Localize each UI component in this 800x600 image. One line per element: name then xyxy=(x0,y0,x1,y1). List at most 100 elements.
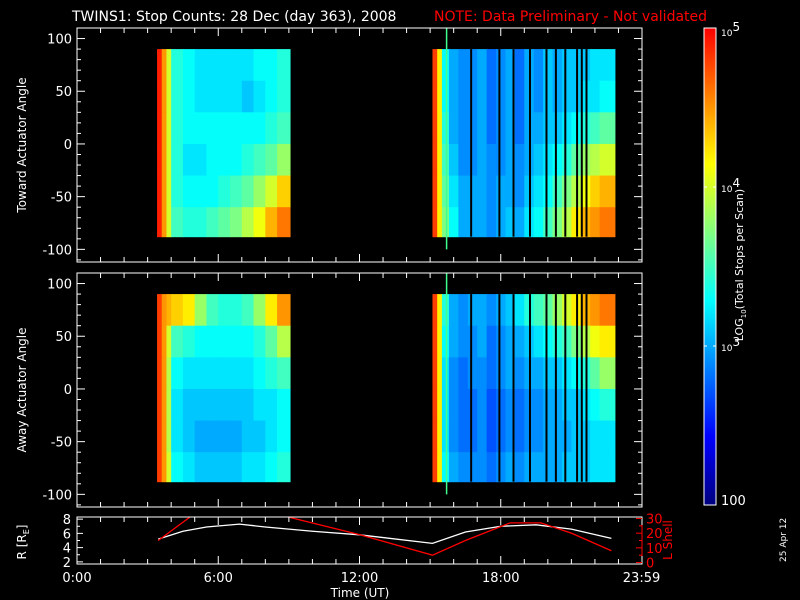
heatmap-cell xyxy=(194,325,207,358)
heatmap-cell xyxy=(561,357,572,390)
heatmap-cell xyxy=(599,388,616,422)
heatmap-cell xyxy=(277,143,291,177)
heatmap-cell xyxy=(496,420,506,453)
heatmap-cell xyxy=(505,420,516,453)
heatmap-cell xyxy=(505,112,516,145)
heatmap-cell xyxy=(599,420,616,453)
heatmap-cell xyxy=(467,112,478,145)
heatmap-cell xyxy=(218,175,231,208)
heatmap-cell xyxy=(253,294,266,327)
data-gap xyxy=(512,49,515,237)
heatmap-cell xyxy=(432,143,438,177)
heatmap-cell xyxy=(533,325,544,358)
heatmap-cell xyxy=(432,452,438,483)
data-gap xyxy=(585,294,588,482)
heatmap-cell xyxy=(448,388,459,422)
heatmap-cell xyxy=(432,80,438,113)
heatmap-cell xyxy=(432,175,438,208)
heatmap-cell xyxy=(514,452,525,483)
data-gap xyxy=(529,49,531,237)
heatmap-cell xyxy=(206,143,219,177)
heatmap-cell xyxy=(432,294,438,327)
time-tick-label: 0:00 xyxy=(62,571,91,586)
heatmap-cell xyxy=(599,325,616,358)
heatmap-cell xyxy=(253,112,266,145)
heatmap-cell xyxy=(561,294,572,327)
heatmap-cell xyxy=(590,49,601,82)
heatmap-cell xyxy=(552,112,563,145)
heatmap-cell xyxy=(552,294,563,327)
y-tick-label: -50 xyxy=(51,191,72,206)
heatmap-cell xyxy=(171,325,184,358)
heatmap-cell xyxy=(543,112,554,145)
data-gap xyxy=(554,49,557,237)
toward-angle-panel: -100 -50 0 50 100 xyxy=(42,27,643,263)
heatmap-cell xyxy=(552,207,563,238)
heatmap-cell xyxy=(432,207,438,238)
heatmap-cell xyxy=(477,388,488,422)
heatmap-cell xyxy=(241,49,255,82)
heatmap-cell xyxy=(561,388,572,422)
heatmap-cell xyxy=(166,143,172,177)
heatmap-cell xyxy=(194,175,207,208)
heatmap-cell xyxy=(171,143,184,177)
heatmap-cell xyxy=(171,112,184,145)
heatmap-cell xyxy=(437,49,443,82)
heatmap-cell xyxy=(218,325,231,358)
heatmap-cell xyxy=(448,112,459,145)
heatmap-cell xyxy=(505,388,516,422)
heatmap-cell xyxy=(441,452,450,483)
heatmap-cell xyxy=(265,143,278,177)
heatmap-cell xyxy=(182,143,196,177)
heatmap-cell xyxy=(437,294,443,327)
y-tick-label: 100 xyxy=(47,278,72,293)
heatmap-cell xyxy=(166,325,172,358)
data-gap xyxy=(585,49,588,237)
heatmap-cell xyxy=(590,143,601,177)
y-tick-label: 50 xyxy=(55,330,72,345)
data-gap xyxy=(470,49,473,237)
heatmap-cell xyxy=(157,112,163,145)
heatmap-cell xyxy=(533,143,544,177)
heatmap-cell xyxy=(543,420,554,453)
heatmap-cell xyxy=(458,112,469,145)
heatmap-cell xyxy=(514,175,525,208)
heatmap-cell xyxy=(467,420,478,453)
heatmap-cell xyxy=(467,325,478,358)
heatmap-cell xyxy=(533,420,544,453)
heatmap-cell xyxy=(182,207,196,238)
heatmap-cell xyxy=(171,388,184,422)
heatmap-cell xyxy=(253,49,266,82)
heatmap-cell xyxy=(161,80,167,113)
heatmap-cell xyxy=(218,452,231,483)
heatmap-cell xyxy=(496,325,506,358)
heatmap-cell xyxy=(171,175,184,208)
heatmap-cell xyxy=(552,420,563,453)
heatmap-cell xyxy=(496,49,506,82)
heatmap-cell xyxy=(533,49,544,82)
heatmap-cell xyxy=(230,49,243,82)
heatmap-cell xyxy=(166,388,172,422)
heatmap-cell xyxy=(486,49,497,82)
heatmap-cell xyxy=(253,452,266,483)
heatmap-cell xyxy=(194,143,207,177)
heatmap-cell xyxy=(543,143,554,177)
heatmap-cell xyxy=(437,325,443,358)
heatmap-cell xyxy=(253,388,266,422)
heatmap-cell xyxy=(458,49,469,82)
heatmap-cell xyxy=(265,388,278,422)
heatmap-cell xyxy=(543,175,554,208)
heatmap-cell xyxy=(241,80,255,113)
heatmap-cell xyxy=(171,357,184,390)
heatmap-cell xyxy=(505,175,516,208)
heatmap-cell xyxy=(590,207,601,238)
heatmap-cell xyxy=(437,420,443,453)
heatmap-cell xyxy=(467,143,478,177)
heatmap-cell xyxy=(277,112,291,145)
heatmap-cell xyxy=(543,49,554,82)
lshell-series-line xyxy=(157,517,191,542)
heatmap-cell xyxy=(441,388,450,422)
data-gap xyxy=(580,294,583,482)
heatmap-cell xyxy=(253,325,266,358)
heatmap-cell xyxy=(543,325,554,358)
